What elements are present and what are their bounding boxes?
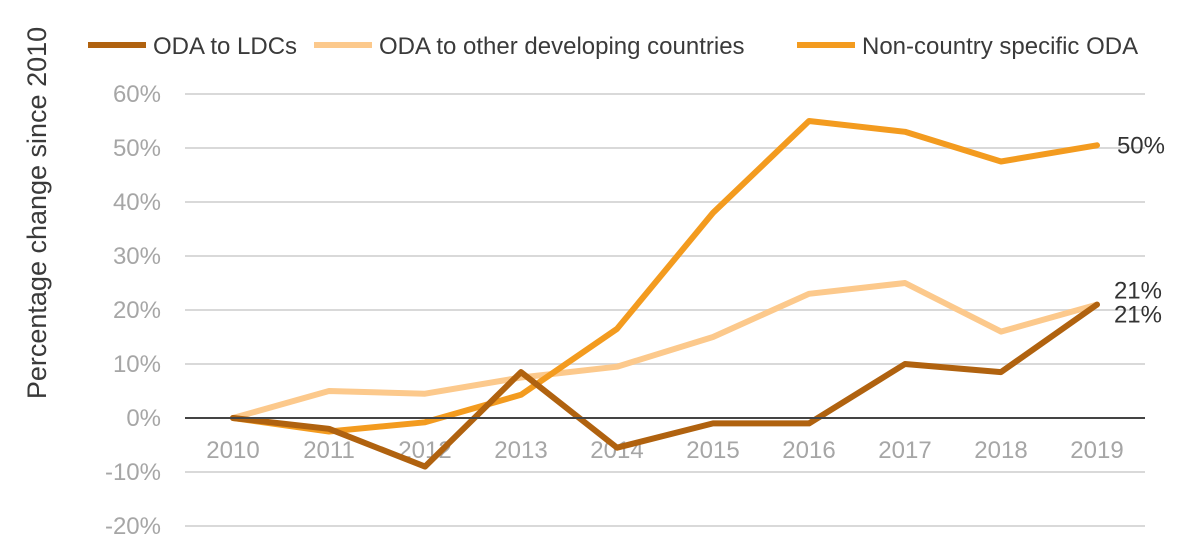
series-line: [230, 301, 1100, 470]
y-tick-label: 50%: [113, 135, 161, 162]
x-tick-label: 2017: [878, 437, 931, 464]
legend-label: Non-country specific ODA: [862, 33, 1138, 60]
end-labels: 21%21% 50%: [1114, 132, 1165, 328]
x-tick-label: 2018: [974, 437, 1027, 464]
y-tick-label: 60%: [113, 81, 161, 108]
x-tick-label: 2010: [206, 437, 259, 464]
y-tick-label: 40%: [113, 189, 161, 216]
x-tick-label: 2013: [494, 437, 547, 464]
legend-label: ODA to other developing countries: [379, 33, 745, 60]
series-lines: [185, 118, 1145, 470]
series-line: [230, 280, 1100, 421]
x-tick-label: 2019: [1070, 437, 1123, 464]
x-tick-label: 2016: [782, 437, 835, 464]
y-tick-label: 10%: [113, 351, 161, 378]
y-axis-ticks: 60% 50% 40% 30% 20% 10% 0% -10% -20%: [105, 81, 161, 540]
x-axis-ticks: 2010 2011 2012 2013 2014 2015 2016 2017 2018 2019: [206, 437, 1123, 464]
x-tick-label: 2015: [686, 437, 739, 464]
y-tick-label: 30%: [113, 243, 161, 270]
end-label: 50%: [1117, 132, 1165, 159]
series-line: [230, 118, 1100, 435]
legend: ODA to LDCs ODA to other developing count…: [88, 33, 1138, 60]
end-label: 21%: [1114, 278, 1162, 305]
y-tick-label: -20%: [105, 513, 161, 540]
legend-label: ODA to LDCs: [153, 33, 297, 60]
end-label: 21%: [1114, 302, 1162, 329]
y-tick-label: 20%: [113, 297, 161, 324]
y-axis-label: Percentage change since 2010: [22, 27, 52, 399]
x-tick-label: 2011: [303, 437, 355, 464]
gridlines: [185, 93, 1145, 527]
y-tick-label: 0%: [126, 405, 161, 432]
y-tick-label: -10%: [105, 459, 161, 486]
